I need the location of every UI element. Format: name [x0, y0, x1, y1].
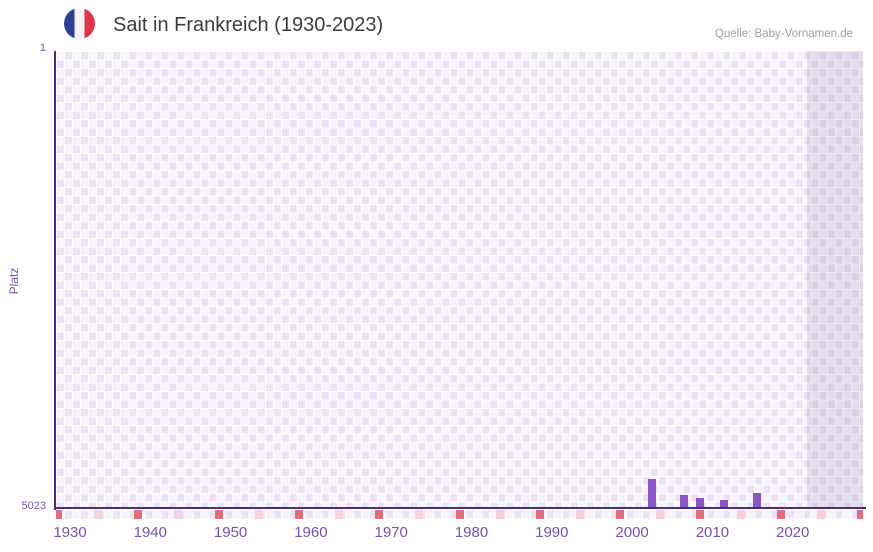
decade-marker-2000 — [616, 510, 625, 519]
decade-marker-1970 — [375, 510, 384, 519]
x-axis-label-1960: 1960 — [294, 524, 328, 541]
x-axis-label-1950: 1950 — [213, 524, 248, 541]
page-title: Sait in Frankreich (1930-2023) — [113, 14, 384, 36]
half-decade-marker-1965 — [335, 510, 344, 519]
y-axis-tick-top: 1 — [39, 42, 46, 54]
y-axis-title: Platz — [7, 267, 21, 295]
decade-marker-1950 — [214, 510, 223, 519]
x-axis-label-2010: 2010 — [695, 524, 730, 541]
x-axis-label-1990: 1990 — [535, 524, 569, 541]
plot-area — [56, 51, 863, 508]
half-decade-marker-1945 — [174, 510, 183, 519]
half-decade-marker-1935 — [94, 510, 103, 519]
x-axis-line — [54, 507, 866, 509]
rank-bar-2010[interactable] — [696, 498, 705, 508]
decade-marker-1940 — [134, 510, 143, 519]
half-decade-marker-1995 — [575, 510, 584, 519]
no-data-shaded-band — [806, 51, 863, 508]
half-decade-marker-1985 — [495, 510, 504, 519]
decade-marker-1990 — [535, 510, 544, 519]
half-decade-marker-1975 — [415, 510, 424, 519]
decade-marker-1960 — [294, 510, 303, 519]
y-axis-line — [54, 51, 56, 510]
decade-marker-2010 — [696, 510, 705, 519]
rank-bar-2013[interactable] — [720, 500, 729, 508]
decade-marker-2030 — [856, 510, 863, 519]
rank-bar-2004[interactable] — [648, 479, 657, 508]
x-axis-label-1940: 1940 — [133, 524, 167, 541]
rank-bar-2017[interactable] — [752, 493, 761, 508]
x-axis-label-1980: 1980 — [454, 524, 489, 541]
decade-marker-1930 — [56, 510, 63, 519]
x-axis-marker-row — [56, 510, 863, 519]
rank-bar-2008[interactable] — [680, 495, 689, 508]
source-link[interactable]: Quelle: Baby-Vornamen.de — [714, 28, 853, 40]
x-axis-label-1930: 1930 — [53, 524, 87, 541]
half-decade-marker-1955 — [254, 510, 263, 519]
x-axis-label-2020: 2020 — [776, 524, 810, 541]
half-decade-marker-2025 — [816, 510, 825, 519]
y-axis-tick-bottom: 5023 — [21, 500, 46, 512]
half-decade-marker-2005 — [656, 510, 665, 519]
decade-marker-2020 — [776, 510, 785, 519]
half-decade-marker-2015 — [736, 510, 745, 519]
french-flag-icon — [64, 8, 95, 39]
decade-marker-1980 — [455, 510, 464, 519]
x-axis-label-1970: 1970 — [374, 524, 408, 541]
x-axis-label-2000: 2000 — [615, 524, 649, 541]
